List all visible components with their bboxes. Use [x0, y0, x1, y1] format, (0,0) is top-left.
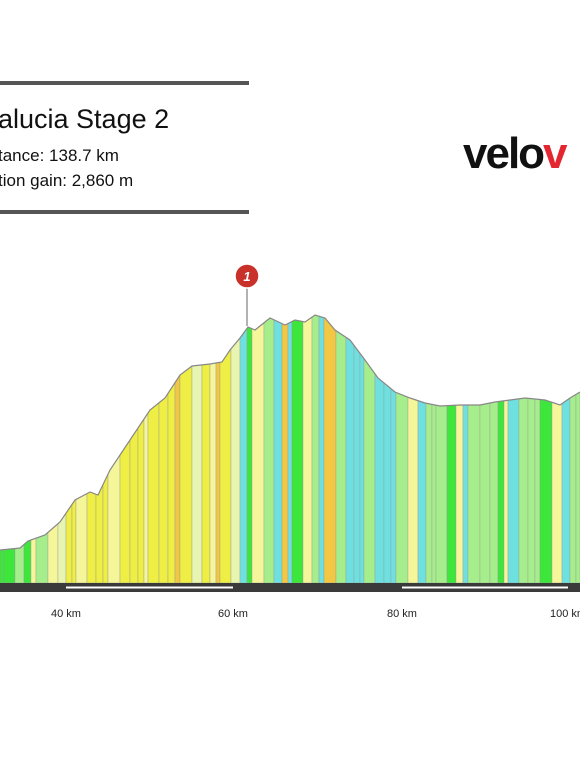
profile-outline — [0, 314, 580, 551]
gradient-stripe — [129, 315, 139, 583]
gradient-stripe — [363, 315, 376, 583]
gradient-stripe — [561, 315, 571, 583]
gradient-stripe — [390, 315, 397, 583]
gradient-stripe — [75, 315, 88, 583]
elevation-gain: tion gain: 2,860 m — [0, 171, 133, 190]
gradient-stripe — [318, 315, 325, 583]
gradient-stripe — [57, 315, 67, 583]
gradient-stripe — [446, 315, 457, 583]
logo-text: velo — [463, 129, 544, 178]
gradient-stripe — [209, 315, 217, 583]
gradient-stripe — [95, 315, 104, 583]
gradient-stripe — [291, 315, 304, 583]
gradient-stripe — [179, 315, 193, 583]
gradient-stripe — [47, 315, 59, 583]
gradient-stripe — [230, 315, 241, 583]
gradient-stripe — [215, 315, 221, 583]
gradient-stripe — [251, 315, 265, 583]
gradient-stripe — [335, 315, 347, 583]
distance-bar-segment — [66, 586, 233, 589]
gradient-stripe — [467, 315, 481, 583]
gradient-stripe — [35, 315, 49, 583]
gradient-stripe — [263, 315, 275, 583]
distance: tance: 138.7 km — [0, 146, 119, 165]
gradient-stripe — [143, 315, 149, 583]
gradient-stripe — [431, 315, 437, 583]
gradient-stripe — [353, 315, 361, 583]
gradient-stripe — [575, 315, 580, 583]
title: alucia Stage 2 — [0, 104, 169, 134]
gradient-stripe — [489, 315, 499, 583]
gradient-stripe — [425, 315, 433, 583]
gradient-stripe — [435, 315, 448, 583]
gradient-stripe — [302, 315, 313, 583]
gradient-stripe — [479, 315, 491, 583]
gradient-stripe — [147, 315, 160, 583]
gradient-stripe — [137, 315, 145, 583]
gradient-stripe — [174, 315, 181, 583]
gradient-stripe — [503, 315, 509, 583]
gradient-stripe — [455, 315, 464, 583]
gradient-stripe — [65, 315, 73, 583]
distance-bar — [0, 583, 580, 592]
gradient-stripe — [158, 315, 169, 583]
gradient-stripe — [273, 315, 283, 583]
profile-fill — [0, 315, 580, 583]
gradient-stripe — [102, 315, 109, 583]
logo-accent: v — [543, 129, 568, 178]
gradient-stripe — [527, 315, 536, 583]
gradient-stripe — [383, 315, 392, 583]
gradient-stripe — [191, 315, 203, 583]
gradient-stripe — [107, 315, 121, 583]
gradient-stripe — [359, 315, 365, 583]
gradient-stripe — [551, 315, 563, 583]
gradient-stripe — [201, 315, 211, 583]
gradient-stripe — [30, 315, 37, 583]
gradient-stripe — [374, 315, 385, 583]
gradient-stripe — [239, 315, 248, 583]
gradient-stripe — [417, 315, 427, 583]
climb-marker — [234, 263, 260, 289]
gradient-stripe — [167, 315, 176, 583]
distance-label: 100 km — [550, 608, 580, 620]
gradient-stripe — [3, 315, 16, 583]
gradient-stripe — [569, 315, 577, 583]
gradient-stripe — [462, 315, 469, 583]
gradient-stripe — [323, 315, 337, 583]
gradient-stripe — [407, 315, 419, 583]
gradient-stripe — [534, 315, 541, 583]
gradient-stripe — [497, 315, 505, 583]
gradient-stripe — [14, 315, 25, 583]
gradient-stripe — [345, 315, 355, 583]
gradient-stripe — [71, 315, 77, 583]
gradient-stripe — [281, 315, 289, 583]
distance-label: 40 km — [51, 608, 81, 620]
gradient-stripe — [0, 315, 5, 583]
gradient-stripe — [518, 315, 529, 583]
distance-label: 60 km — [218, 608, 248, 620]
gradient-stripe — [395, 315, 409, 583]
gradient-stripe — [287, 315, 293, 583]
distance-bar-segment — [402, 586, 568, 589]
gradient-stripe — [311, 315, 320, 583]
gradient-stripe — [246, 315, 253, 583]
climb-marker-label: 1 — [243, 269, 250, 284]
gradient-stripe — [507, 315, 520, 583]
gradient-stripe — [539, 315, 553, 583]
gradient-stripe — [219, 315, 232, 583]
distance-label: 80 km — [387, 608, 417, 620]
logo: velov — [463, 129, 568, 178]
gradient-stripe — [86, 315, 97, 583]
